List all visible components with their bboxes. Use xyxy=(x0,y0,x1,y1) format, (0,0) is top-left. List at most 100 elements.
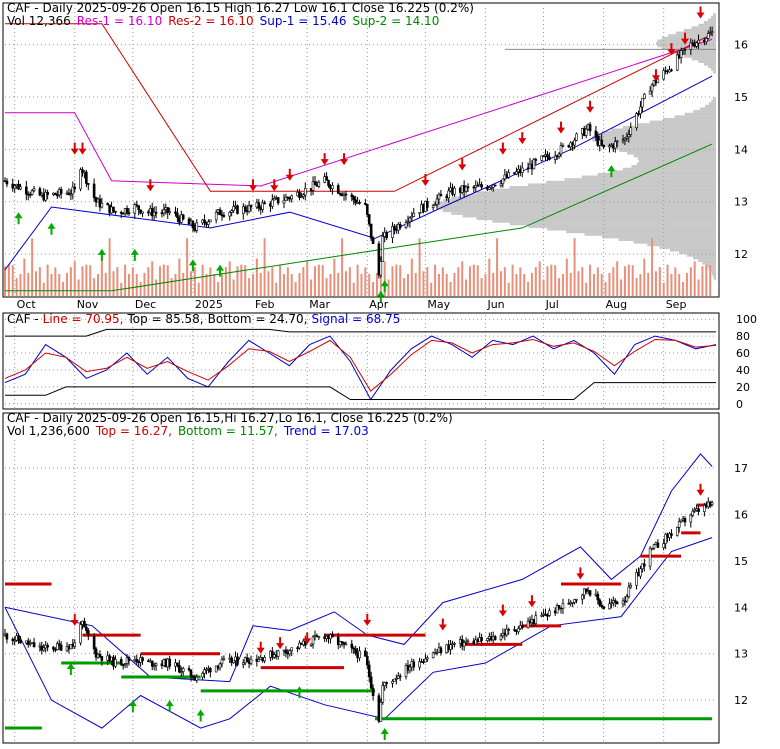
volume-bar xyxy=(244,265,247,296)
candle-body xyxy=(315,635,319,637)
candle-body xyxy=(139,209,142,214)
buy-arrow xyxy=(130,248,139,261)
candle-body xyxy=(395,678,398,680)
volume-bar xyxy=(395,264,398,296)
candle-body xyxy=(439,194,443,197)
volume-bar xyxy=(220,272,223,296)
volume-profile-bar xyxy=(668,49,716,53)
volume-bar xyxy=(596,267,599,296)
candle-body xyxy=(191,676,195,679)
volume-profile-bar xyxy=(623,125,716,129)
candle-body xyxy=(540,155,543,161)
volume-bar xyxy=(496,238,499,296)
osc-top-line xyxy=(5,328,716,337)
volume-profile-bar xyxy=(442,209,716,213)
volume-bar xyxy=(449,281,452,296)
candle-body xyxy=(81,169,84,173)
panel2-head: CAF - xyxy=(7,312,39,326)
volume-profile-bar xyxy=(547,227,716,231)
volume-bar xyxy=(654,271,657,296)
candle-body xyxy=(582,588,586,596)
sell-arrow xyxy=(498,142,507,155)
candle-body xyxy=(710,502,714,505)
volume-profile-bar xyxy=(462,214,716,218)
candle-body xyxy=(100,203,104,208)
candle-body xyxy=(162,209,166,214)
volume-bar xyxy=(565,258,568,296)
volume-profile-bar xyxy=(656,42,716,45)
candle-body xyxy=(377,243,381,276)
candle-body xyxy=(639,568,642,577)
volume-bar xyxy=(232,279,235,296)
candle-body xyxy=(371,687,375,696)
candle-body xyxy=(92,183,96,198)
panel3-title: CAF - Daily 2025-09-26 Open 16.15,Hi 16.… xyxy=(7,411,453,425)
volume-bar xyxy=(577,271,580,296)
volume-profile-bar xyxy=(647,243,716,247)
volume-bar xyxy=(85,264,88,296)
buy-arrow xyxy=(47,222,56,235)
volume-profile-bar xyxy=(435,204,716,207)
candle-body xyxy=(69,193,73,196)
candle-body xyxy=(201,672,204,678)
candle-body xyxy=(367,214,371,225)
candle-body xyxy=(73,642,77,647)
volume-profile-bar xyxy=(705,104,716,108)
candle-body xyxy=(706,33,710,39)
candle-body xyxy=(499,183,503,186)
buy-arrow xyxy=(128,700,137,713)
candle-body xyxy=(218,663,222,669)
volume-profile-bar xyxy=(661,47,716,50)
oscillator-lines xyxy=(4,328,717,401)
candle-body xyxy=(71,186,75,195)
x-tick-label: May xyxy=(427,298,450,311)
candle-body xyxy=(290,195,294,200)
candle-body xyxy=(38,188,42,196)
volume-bars xyxy=(4,238,712,296)
volume-bar xyxy=(604,281,607,296)
candle-body xyxy=(643,93,646,99)
volume-bar xyxy=(558,278,561,296)
price-panel-axes: 12 13 14 15 16 Oct Nov Dec 2025 Feb Mar Apr May Jun Ju… xyxy=(17,39,748,311)
candle-body xyxy=(369,223,373,239)
candle-body xyxy=(28,643,32,645)
volume-profile-bar xyxy=(691,26,716,29)
volume-bar xyxy=(135,274,138,296)
sell-arrow xyxy=(285,168,294,181)
volume-bar xyxy=(193,267,196,296)
volume-profile-bar xyxy=(708,65,716,69)
candle-body xyxy=(342,642,346,645)
volume-profile-bar xyxy=(509,186,716,189)
candle-body xyxy=(174,211,177,214)
volume-bar xyxy=(616,261,619,296)
sell-arrow xyxy=(651,69,660,82)
y-tick-label: 14 xyxy=(734,143,748,156)
volume-bar xyxy=(701,266,704,296)
volume-profile-bar xyxy=(668,34,716,37)
volume-profile-bar xyxy=(597,172,716,176)
candle-body xyxy=(135,659,139,663)
osc-signal-line xyxy=(4,338,717,392)
volume-bar xyxy=(348,267,351,296)
candle-body xyxy=(408,217,412,223)
volume-profile-bar xyxy=(698,259,716,262)
volume-profile-bar xyxy=(699,107,716,111)
candle-body xyxy=(344,193,348,196)
volume-profile-bar xyxy=(601,131,716,134)
volume-profile-bar xyxy=(713,277,716,281)
price-candles xyxy=(3,6,714,303)
volume-profile-bar xyxy=(683,55,716,58)
volume-bar xyxy=(104,272,107,296)
candle-body xyxy=(493,636,497,640)
candle-body xyxy=(358,202,361,204)
volume-bar xyxy=(174,274,177,296)
panel1-sup2: Sup-2 = 14.10 xyxy=(352,14,439,28)
volume-bar xyxy=(561,274,564,296)
volume-bar xyxy=(267,271,270,296)
candle-body xyxy=(643,563,646,567)
volume-bar xyxy=(511,264,514,296)
volume-profile-bar xyxy=(462,193,716,197)
volume-bar xyxy=(484,274,487,296)
volume-bar xyxy=(434,264,437,296)
candle-body xyxy=(489,187,493,189)
